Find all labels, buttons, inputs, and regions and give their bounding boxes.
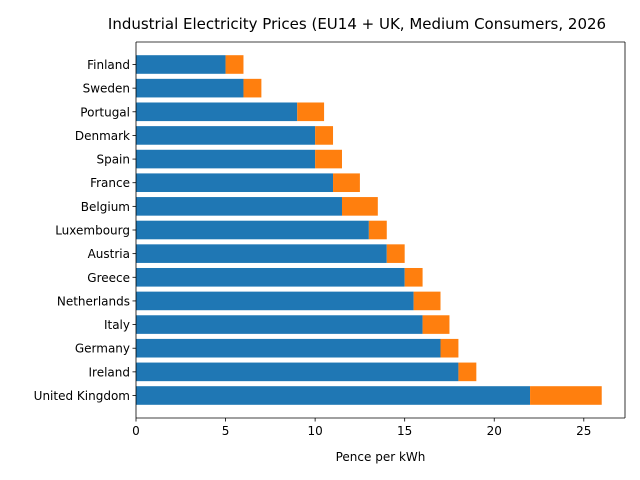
y-tick-label: Denmark xyxy=(75,129,130,143)
bar-sweden-series-1 xyxy=(136,78,244,98)
bar-germany-series-2 xyxy=(440,338,459,358)
bar-united-kingdom-series-2 xyxy=(530,386,602,405)
bar-portugal-series-2 xyxy=(297,102,325,122)
x-tick-label: 10 xyxy=(307,424,322,438)
plot-area: Finland Sweden Portugal Denmark Spain France B… xyxy=(34,41,626,438)
y-tick-label: Belgium xyxy=(81,200,130,214)
y-tick-label: Luxembourg xyxy=(55,224,130,238)
y-tick-label: Ireland xyxy=(88,365,130,379)
bar-ireland-series-1 xyxy=(136,362,459,382)
y-tick-label: Portugal xyxy=(80,105,130,119)
bar-luxembourg-series-2 xyxy=(368,220,387,240)
bar-belgium-series-2 xyxy=(341,197,378,216)
bar-germany-series-1 xyxy=(136,338,441,358)
bar-spain-series-2 xyxy=(315,149,342,169)
x-tick-label: 15 xyxy=(397,424,412,438)
bar-austria-series-2 xyxy=(386,244,405,263)
bar-france-series-1 xyxy=(136,173,334,193)
bar-france-series-2 xyxy=(333,173,360,193)
y-tick-label: Finland xyxy=(87,58,130,72)
bar-united-kingdom-series-1 xyxy=(136,386,531,405)
bar-italy-series-2 xyxy=(422,315,450,334)
y-tick-label: Greece xyxy=(87,271,130,285)
x-tick-label: 20 xyxy=(487,424,502,438)
bar-italy-series-1 xyxy=(136,315,423,334)
y-tick-label: United Kingdom xyxy=(34,389,130,403)
x-tick-label: 25 xyxy=(576,424,591,438)
x-tick-label: 5 xyxy=(222,424,230,438)
y-tick-label: France xyxy=(90,176,130,190)
bar-denmark-series-2 xyxy=(315,126,334,145)
bar-finland-series-1 xyxy=(136,55,226,74)
bar-sweden-series-2 xyxy=(243,78,262,98)
bar-portugal-series-1 xyxy=(136,102,298,122)
x-tick-label: 0 xyxy=(132,424,140,438)
chart-title: Industrial Electricity Prices (EU14 + UK… xyxy=(108,15,606,33)
bar-spain-series-1 xyxy=(136,149,316,169)
y-tick-label: Italy xyxy=(104,318,130,332)
y-tick-label: Sweden xyxy=(83,82,130,96)
bar-netherlands-series-1 xyxy=(136,291,414,311)
bar-greece-series-1 xyxy=(136,267,405,287)
y-tick-label: Spain xyxy=(96,153,130,167)
bar-greece-series-2 xyxy=(404,267,423,287)
bar-ireland-series-2 xyxy=(458,362,477,382)
bar-denmark-series-1 xyxy=(136,126,316,145)
y-tick-label: Austria xyxy=(88,247,130,261)
bar-finland-series-2 xyxy=(225,55,244,74)
y-tick-label: Germany xyxy=(75,342,130,356)
y-tick-label: Netherlands xyxy=(57,294,130,308)
bar-belgium-series-1 xyxy=(136,197,342,216)
x-axis-label: Pence per kWh xyxy=(336,450,426,464)
bar-austria-series-1 xyxy=(136,244,387,263)
bar-netherlands-series-2 xyxy=(413,291,441,311)
bar-luxembourg-series-1 xyxy=(136,220,369,240)
